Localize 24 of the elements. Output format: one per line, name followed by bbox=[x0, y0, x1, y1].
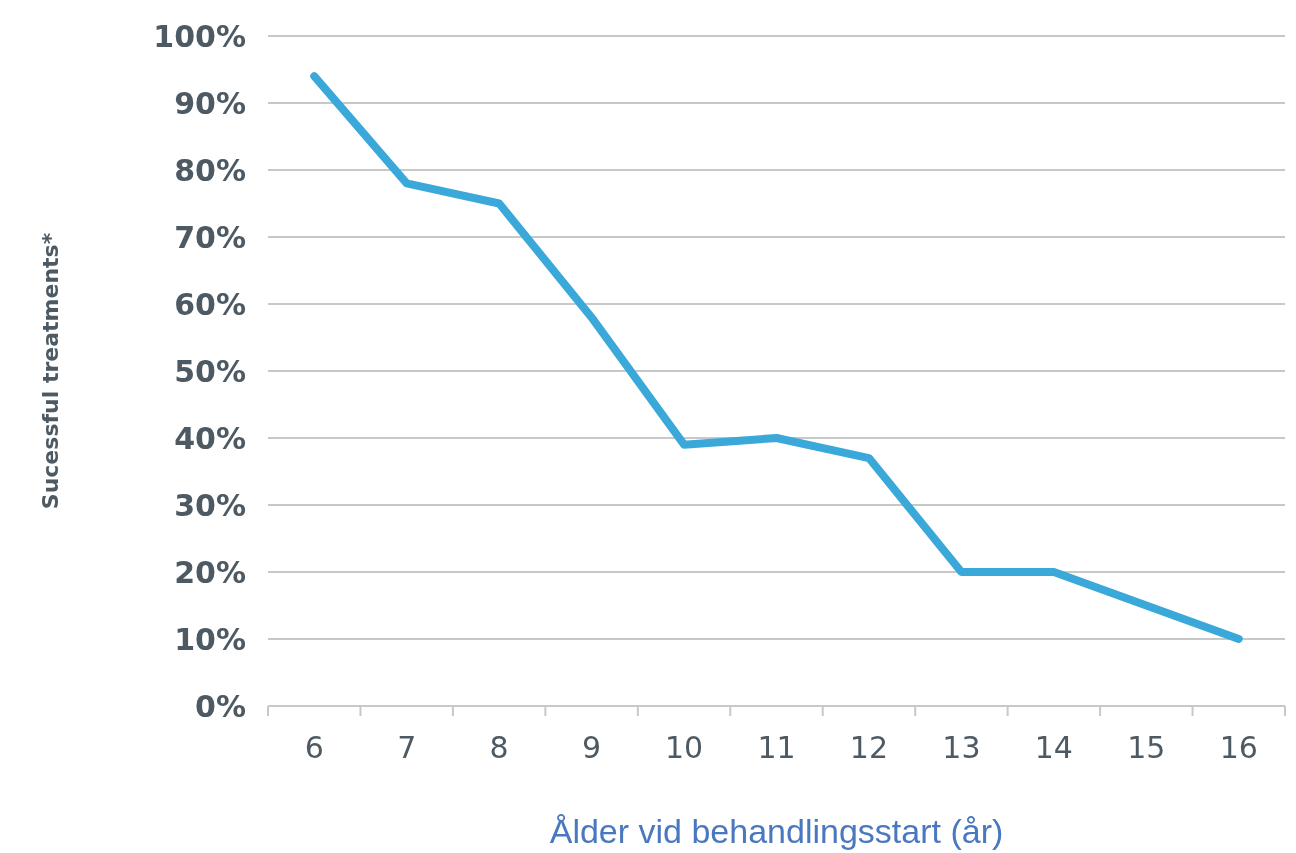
x-tick-label: 8 bbox=[489, 730, 509, 765]
y-tick-label: 80% bbox=[174, 152, 246, 188]
y-tick-label: 0% bbox=[195, 688, 246, 724]
x-tick-label: 10 bbox=[664, 730, 704, 765]
y-tick-label: 70% bbox=[174, 219, 246, 255]
x-tick-label: 14 bbox=[1034, 730, 1073, 765]
y-axis-title: Sucessful treatments* bbox=[38, 232, 63, 510]
y-tick-label: 40% bbox=[174, 420, 246, 456]
x-tick-label: 15 bbox=[1127, 730, 1166, 765]
x-tick-label: 9 bbox=[582, 730, 602, 765]
x-tick-label: 6 bbox=[304, 730, 324, 765]
y-tick-label: 100% bbox=[153, 18, 246, 54]
x-tick-label: 12 bbox=[849, 730, 889, 765]
x-tick-label: 16 bbox=[1219, 730, 1258, 765]
x-axis-title: Ålder vid behandlingsstart (år) bbox=[549, 812, 1004, 850]
x-tick-label: 7 bbox=[397, 730, 417, 765]
y-tick-label: 10% bbox=[174, 621, 246, 657]
y-tick-label: 30% bbox=[174, 487, 246, 523]
x-tick-label: 13 bbox=[942, 730, 981, 765]
y-tick-label: 50% bbox=[174, 353, 246, 389]
y-tick-label: 60% bbox=[174, 286, 246, 322]
y-tick-label: 90% bbox=[174, 85, 246, 121]
y-tick-label: 20% bbox=[174, 554, 246, 590]
x-tick-label: 11 bbox=[757, 730, 796, 765]
